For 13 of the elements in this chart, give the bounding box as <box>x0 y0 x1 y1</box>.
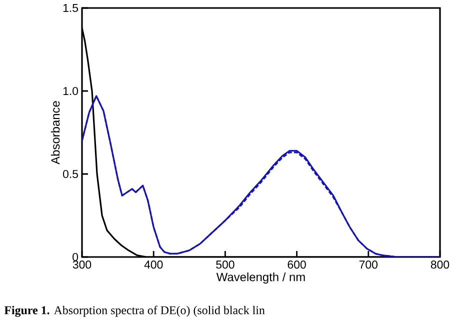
x-axis-title: Wavelength / nm <box>216 272 305 284</box>
x-tick-label: 600 <box>288 260 306 269</box>
x-tick-label: 400 <box>144 260 163 269</box>
x-tick-label: 300 <box>72 260 92 269</box>
y-tick-label: 1.0 <box>63 86 78 96</box>
y-tick-label: 0 <box>72 252 78 262</box>
x-tick-label: 800 <box>430 260 450 269</box>
x-tick-label: 700 <box>359 260 378 269</box>
x-tick-label: 500 <box>216 260 234 269</box>
y-tick-label: 0.5 <box>63 170 78 178</box>
y-axis-title: Absorbance <box>50 101 60 164</box>
text: Figure 1. Absorption spectra of DE(o) (solid black lin <box>4 306 265 317</box>
y-tick-label: 1.5 <box>63 4 78 12</box>
